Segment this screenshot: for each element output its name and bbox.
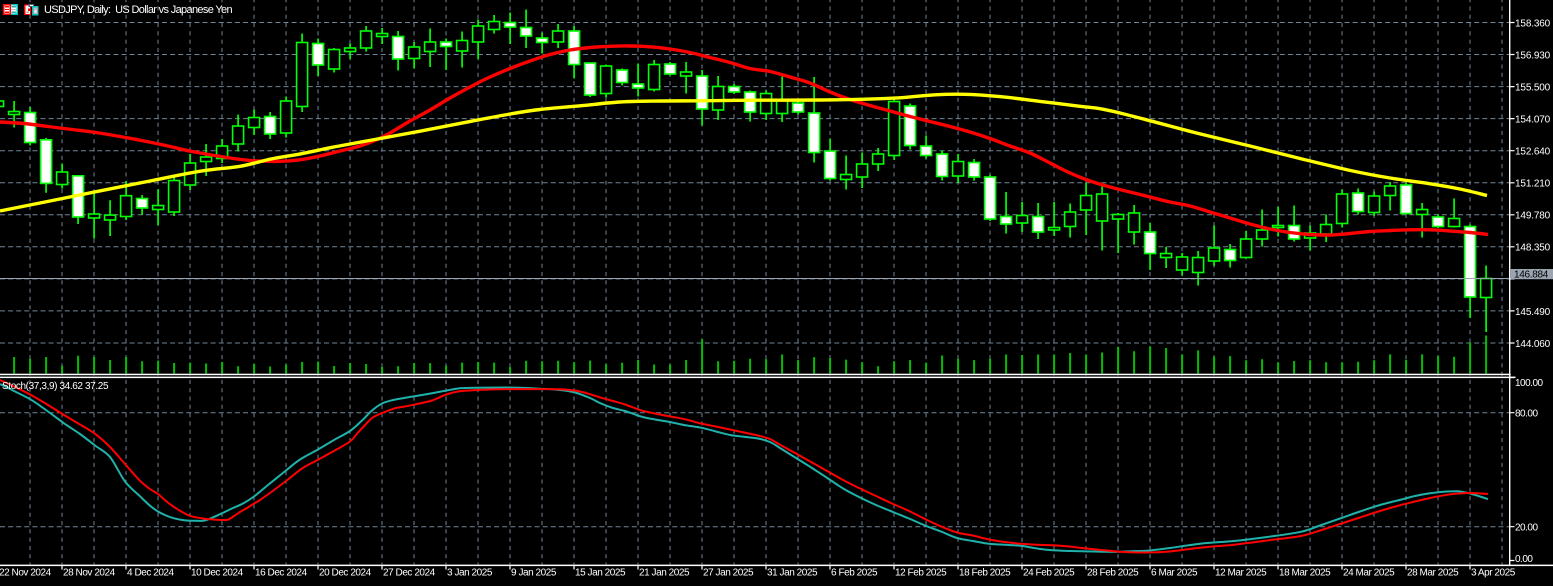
svg-text:4 Dec 2024: 4 Dec 2024 — [127, 568, 175, 579]
svg-text:6 Feb 2025: 6 Feb 2025 — [831, 568, 878, 579]
svg-text:18 Mar 2025: 18 Mar 2025 — [1279, 568, 1331, 579]
svg-text:9 Jan 2025: 9 Jan 2025 — [511, 568, 557, 579]
svg-text:151.210: 151.210 — [1515, 179, 1551, 190]
svg-text:15 Jan 2025: 15 Jan 2025 — [575, 568, 626, 579]
svg-text:18 Feb 2025: 18 Feb 2025 — [959, 568, 1011, 579]
svg-text:0.00: 0.00 — [1515, 554, 1533, 565]
svg-text:12 Mar 2025: 12 Mar 2025 — [1215, 568, 1267, 579]
svg-text:24 Mar 2025: 24 Mar 2025 — [1343, 568, 1395, 579]
svg-text:100.00: 100.00 — [1515, 378, 1544, 389]
svg-text:152.640: 152.640 — [1515, 147, 1551, 158]
svg-text:12 Feb 2025: 12 Feb 2025 — [895, 568, 947, 579]
svg-text:80.00: 80.00 — [1515, 409, 1538, 420]
svg-text:31 Jan 2025: 31 Jan 2025 — [767, 568, 818, 579]
svg-text:24 Feb 2025: 24 Feb 2025 — [1023, 568, 1075, 579]
svg-text:145.490: 145.490 — [1515, 307, 1551, 318]
svg-text:155.500: 155.500 — [1515, 82, 1551, 93]
svg-text:154.070: 154.070 — [1515, 114, 1551, 125]
svg-text:10 Dec 2024: 10 Dec 2024 — [191, 568, 244, 579]
svg-text:Stoch(37,3,9) 34.62 37.25: Stoch(37,3,9) 34.62 37.25 — [2, 381, 109, 392]
svg-text:20.00: 20.00 — [1515, 523, 1538, 534]
svg-text:144.060: 144.060 — [1515, 339, 1551, 350]
svg-text:3 Jan 2025: 3 Jan 2025 — [447, 568, 493, 579]
svg-text:3 Apr 2025: 3 Apr 2025 — [1471, 568, 1516, 579]
svg-text:28 Mar 2025: 28 Mar 2025 — [1407, 568, 1459, 579]
svg-text:28 Nov 2024: 28 Nov 2024 — [63, 568, 116, 579]
svg-text:USDJPY, Daily: US Dollar vs J: USDJPY, Daily: US Dollar vs Japanese Yen — [44, 4, 232, 16]
svg-text:148.350: 148.350 — [1515, 243, 1551, 254]
svg-text:156.930: 156.930 — [1515, 50, 1551, 61]
svg-text:16 Dec 2024: 16 Dec 2024 — [255, 568, 308, 579]
svg-text:20 Dec 2024: 20 Dec 2024 — [319, 568, 372, 579]
svg-text:149.780: 149.780 — [1515, 211, 1551, 222]
svg-text:22 Nov 2024: 22 Nov 2024 — [0, 568, 52, 579]
svg-text:28 Feb 2025: 28 Feb 2025 — [1087, 568, 1139, 579]
svg-text:21 Jan 2025: 21 Jan 2025 — [639, 568, 690, 579]
svg-text:158.360: 158.360 — [1515, 18, 1551, 29]
svg-text:146.884: 146.884 — [1514, 270, 1549, 281]
svg-text:27 Jan 2025: 27 Jan 2025 — [703, 568, 754, 579]
svg-text:6 Mar 2025: 6 Mar 2025 — [1151, 568, 1198, 579]
svg-text:27 Dec 2024: 27 Dec 2024 — [383, 568, 436, 579]
